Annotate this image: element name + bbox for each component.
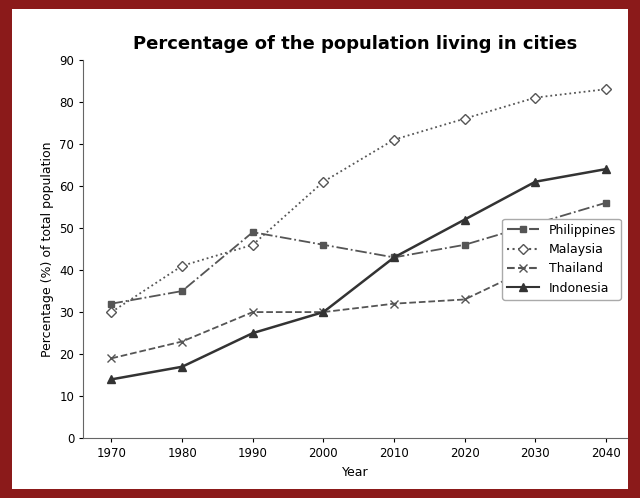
Indonesia bbox=[179, 364, 186, 370]
Thailand bbox=[108, 356, 115, 362]
Indonesia bbox=[531, 179, 539, 185]
Philippines bbox=[249, 229, 257, 235]
Malaysia bbox=[461, 116, 468, 122]
Indonesia bbox=[390, 254, 398, 260]
Thailand bbox=[390, 301, 398, 307]
Line: Malaysia: Malaysia bbox=[108, 86, 609, 316]
Philippines bbox=[108, 301, 115, 307]
Philippines bbox=[390, 254, 398, 260]
Indonesia bbox=[319, 309, 327, 315]
Philippines bbox=[461, 242, 468, 248]
Malaysia bbox=[179, 263, 186, 269]
Philippines bbox=[179, 288, 186, 294]
Thailand bbox=[179, 339, 186, 345]
Philippines bbox=[319, 242, 327, 248]
Malaysia bbox=[319, 179, 327, 185]
Indonesia bbox=[108, 376, 115, 382]
Malaysia bbox=[531, 95, 539, 101]
Thailand bbox=[602, 225, 610, 231]
Indonesia bbox=[602, 166, 610, 172]
Philippines bbox=[602, 200, 610, 206]
Malaysia bbox=[602, 86, 610, 92]
Thailand bbox=[531, 263, 539, 269]
Malaysia bbox=[390, 136, 398, 142]
Line: Indonesia: Indonesia bbox=[108, 165, 610, 383]
Legend: Philippines, Malaysia, Thailand, Indonesia: Philippines, Malaysia, Thailand, Indones… bbox=[502, 219, 621, 299]
Malaysia bbox=[108, 309, 115, 315]
Malaysia bbox=[249, 242, 257, 248]
Indonesia bbox=[249, 330, 257, 336]
Indonesia bbox=[461, 217, 468, 223]
Title: Percentage of the population living in cities: Percentage of the population living in c… bbox=[133, 35, 577, 53]
Thailand bbox=[319, 309, 327, 315]
Thailand bbox=[461, 296, 468, 302]
Line: Philippines: Philippines bbox=[108, 199, 609, 307]
Thailand bbox=[249, 309, 257, 315]
X-axis label: Year: Year bbox=[342, 466, 369, 479]
Philippines bbox=[531, 221, 539, 227]
Line: Thailand: Thailand bbox=[108, 224, 610, 363]
Y-axis label: Percentage (%) of total population: Percentage (%) of total population bbox=[41, 141, 54, 357]
